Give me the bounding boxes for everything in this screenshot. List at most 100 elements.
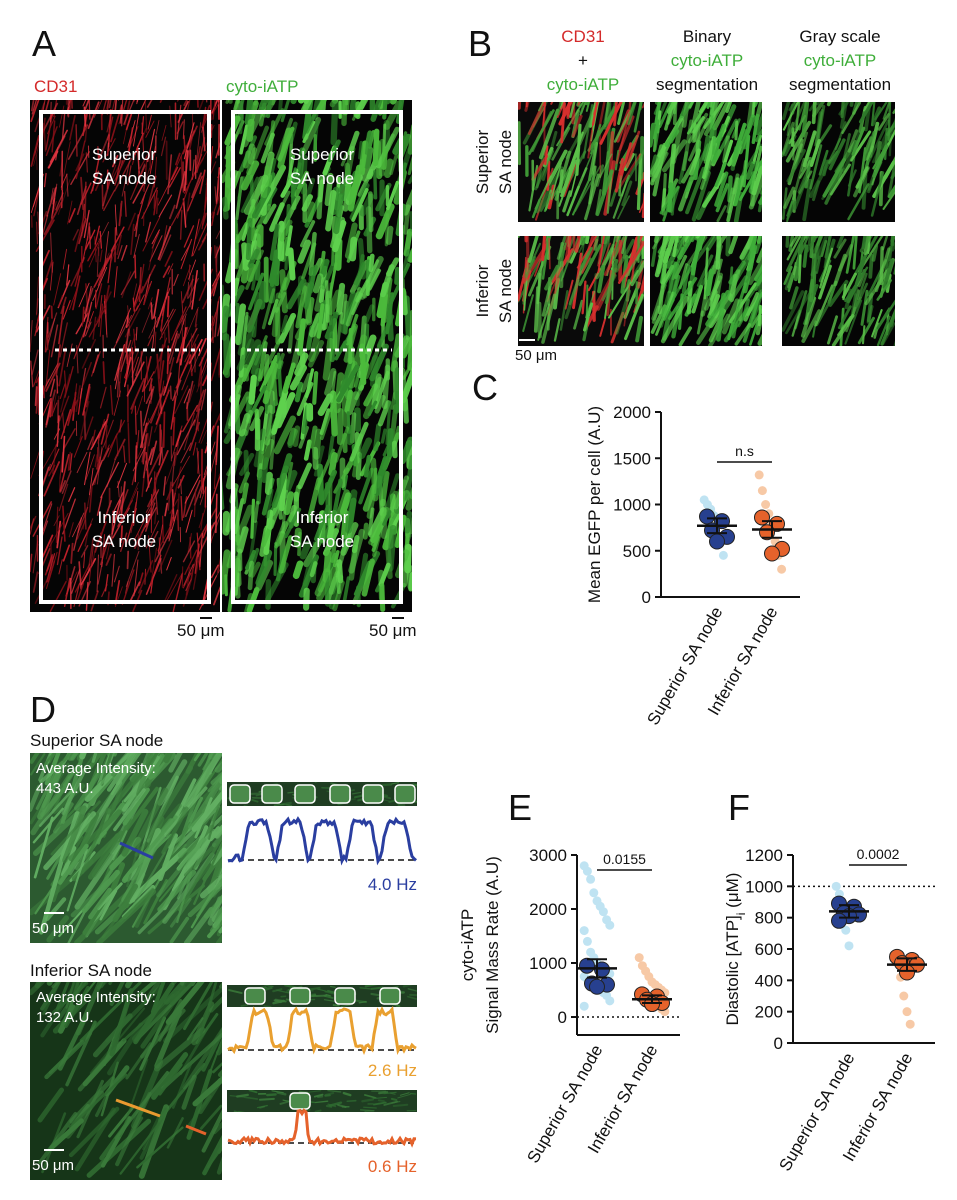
fiber	[788, 236, 795, 252]
fiber	[43, 201, 63, 236]
fiber	[61, 189, 63, 208]
fiber	[823, 236, 831, 269]
fiber	[742, 298, 750, 317]
fiber	[614, 289, 632, 335]
fiber	[99, 889, 118, 921]
cell-outline	[229, 784, 251, 804]
fiber	[562, 190, 572, 213]
fiber	[67, 200, 73, 225]
fiber	[121, 569, 135, 605]
region-label: Inferior	[98, 508, 151, 527]
fiber	[125, 550, 140, 587]
row-header: Inferior	[473, 264, 492, 317]
fiber	[325, 570, 340, 602]
fiber	[60, 296, 67, 315]
fiber	[890, 236, 895, 247]
fiber	[787, 274, 795, 293]
fiber	[195, 1012, 219, 1045]
fiber	[241, 242, 249, 271]
fiber	[264, 471, 273, 495]
fiber	[53, 428, 61, 440]
fiber	[210, 564, 219, 579]
fiber	[703, 140, 714, 164]
fiber	[668, 143, 677, 190]
fiber	[876, 315, 891, 346]
fiber	[33, 367, 41, 387]
fiber	[679, 102, 695, 119]
fiber	[158, 446, 163, 466]
fiber	[96, 554, 100, 593]
column-header: cyto-iATP	[547, 75, 619, 94]
fiber	[117, 245, 123, 260]
fiber	[94, 521, 107, 553]
fiber	[309, 425, 318, 449]
fiber	[133, 284, 141, 308]
animal-point	[754, 509, 770, 526]
fiber	[598, 102, 606, 130]
fiber	[215, 861, 222, 877]
cell-point	[777, 564, 787, 574]
fiber	[854, 254, 867, 286]
fiber	[115, 753, 142, 786]
fiber	[654, 124, 661, 151]
fiber	[852, 236, 858, 270]
fiber	[133, 233, 140, 259]
fiber	[216, 557, 220, 573]
fiber	[696, 236, 705, 251]
fiber	[162, 411, 166, 449]
fiber	[56, 520, 62, 549]
fiber	[186, 125, 198, 149]
fiber	[342, 1091, 352, 1097]
fiber	[405, 486, 412, 511]
fiber	[61, 470, 72, 495]
fiber	[142, 216, 161, 252]
fiber	[654, 236, 669, 278]
fiber	[158, 539, 173, 573]
fiber	[217, 322, 220, 337]
fiber	[47, 312, 58, 338]
fiber	[199, 169, 206, 195]
fiber	[299, 540, 312, 560]
fiber	[791, 309, 801, 337]
fiber	[359, 987, 371, 990]
fiber	[582, 302, 594, 332]
fiber	[30, 784, 42, 812]
fiber	[347, 130, 360, 156]
fiber	[191, 270, 199, 310]
fiber	[114, 204, 118, 236]
fiber	[386, 524, 397, 572]
fiber	[363, 454, 372, 478]
fiber	[306, 477, 322, 523]
fiber	[573, 299, 584, 330]
fiber	[147, 406, 157, 426]
fiber	[615, 113, 631, 165]
fiber	[147, 114, 152, 130]
fiber	[62, 505, 66, 542]
fiber	[369, 343, 389, 382]
fiber	[788, 102, 796, 112]
fiber	[56, 536, 63, 566]
fiber	[560, 102, 566, 144]
fiber	[253, 500, 260, 523]
fiber	[121, 271, 132, 299]
fiber	[58, 105, 65, 128]
fiber	[47, 135, 66, 169]
fiber	[558, 159, 577, 207]
fiber	[336, 364, 360, 403]
cell-point	[579, 1001, 589, 1011]
fiber	[193, 469, 209, 506]
fiber	[857, 316, 875, 345]
fiber	[240, 160, 260, 191]
fiber	[59, 322, 68, 358]
fiber	[745, 236, 754, 250]
fiber	[588, 141, 599, 182]
fiber	[172, 416, 176, 446]
fiber	[186, 380, 194, 410]
fiber	[630, 236, 639, 283]
fiber	[45, 551, 58, 589]
fiber	[171, 451, 176, 487]
fiber	[293, 170, 310, 197]
fiber	[109, 988, 134, 1057]
fiber	[43, 172, 47, 188]
fiber	[316, 174, 324, 220]
